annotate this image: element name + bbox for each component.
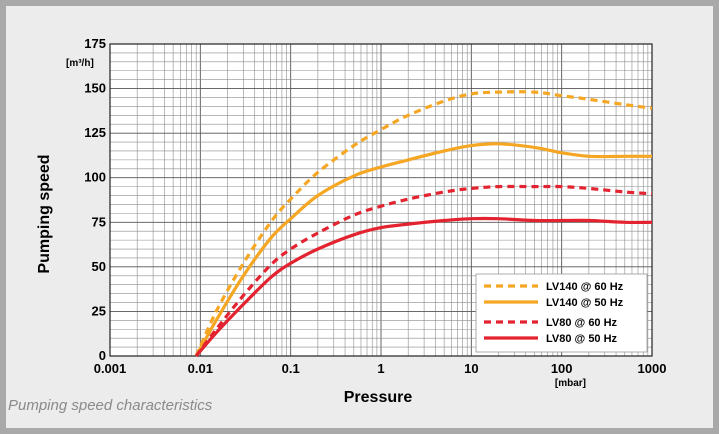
y-tick-label: 50 (92, 259, 106, 274)
y-tick-label: 0 (99, 348, 106, 363)
y-tick-label: 25 (92, 303, 106, 318)
chart-caption: Pumping speed characteristics (8, 397, 213, 414)
pumping-speed-chart: 0 25 50 75 100 125 150 175 0.001 0.01 0.1 1 10 100 100… (36, 36, 666, 406)
chart-panel: 0 25 50 75 100 125 150 175 0.001 0.01 0.1 1 10 100 100… (6, 6, 713, 428)
x-tick-label: 100 (551, 361, 573, 376)
x-axis-title: Pressure (344, 389, 413, 406)
x-tick-label: 10 (464, 361, 478, 376)
y-tick-label: 100 (84, 170, 106, 185)
series-lv140-50hz-line (194, 142, 652, 357)
x-tick-label: 0.1 (282, 361, 300, 376)
y-tick-label: 125 (84, 125, 106, 140)
series-lv140-60hz-line (194, 90, 653, 357)
series-lv80-50hz-line (194, 216, 653, 358)
x-axis-unit: [mbar] (555, 378, 586, 389)
legend-label: LV140 @ 60 Hz (546, 281, 624, 293)
y-tick-label: 150 (84, 81, 106, 96)
axes (109, 43, 653, 357)
tick-labels: 0 25 50 75 100 125 150 175 0.001 0.01 0.1 1 10 100 100… (84, 36, 666, 376)
plot-border (109, 43, 653, 357)
y-tick-label: 175 (84, 36, 106, 51)
legend-label: LV80 @ 60 Hz (546, 317, 618, 329)
legend-label: LV140 @ 50 Hz (546, 297, 624, 309)
y-axis-unit: [m³/h] (66, 58, 94, 69)
x-tick-label: 1000 (638, 361, 667, 376)
legend: LV140 @ 60 Hz LV140 @ 50 Hz LV80 @ 60 Hz LV… (475, 273, 648, 353)
y-axis-title: Pumping speed (36, 154, 53, 273)
series-lines (194, 90, 653, 358)
x-tick-label: 1 (377, 361, 384, 376)
legend-label: LV80 @ 50 Hz (546, 333, 618, 345)
series-lv80-60hz-line (194, 184, 653, 357)
y-tick-label: 75 (92, 214, 106, 229)
x-tick-label: 0.01 (188, 361, 213, 376)
x-tick-label: 0.001 (94, 361, 127, 376)
